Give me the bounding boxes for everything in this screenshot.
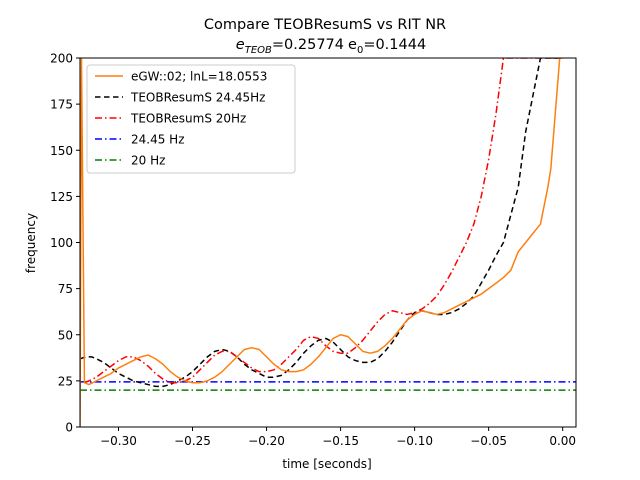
series-line-teobresums-24-45hz	[80, 58, 563, 388]
title-e-teob-value: =0.25774	[272, 37, 344, 53]
x-tick-label: 0.00	[549, 434, 576, 448]
title-e-teob-symbol: e	[236, 37, 245, 53]
title-e0-subscript: 0	[357, 45, 363, 56]
series-line-egw-02-lnl-18-0553	[80, 58, 563, 427]
title-e0-symbol: e	[348, 37, 357, 53]
title-e-teob-subscript: TEOB	[245, 45, 272, 56]
y-axis-label: frequency	[24, 213, 38, 273]
x-tick-label: −0.10	[396, 434, 433, 448]
legend-label-egw-02-lnl-18-0553: eGW::02; lnL=18.0553	[131, 70, 267, 84]
x-tick-label: −0.30	[100, 434, 137, 448]
title-e0-value: =0.1444	[363, 37, 426, 53]
legend-label-24-45-hz: 24.45 Hz	[131, 133, 185, 147]
y-tick-label: 100	[50, 236, 73, 250]
chart-title-line1: Compare TEOBResumS vs RIT NR	[204, 17, 446, 33]
y-tick-label: 75	[58, 282, 73, 296]
y-tick-label: 150	[50, 144, 73, 158]
legend-frame	[86, 64, 296, 174]
y-tick-label: 125	[50, 190, 73, 204]
x-tick-label: −0.05	[470, 434, 507, 448]
x-axis-label: time [seconds]	[282, 457, 371, 471]
x-tick-label: −0.25	[174, 434, 211, 448]
x-tick-label: −0.20	[248, 434, 285, 448]
series-line-teobresums-20hz	[84, 58, 563, 384]
series-layer	[80, 58, 576, 427]
chart-title-line2: eTEOB=0.25774 e0=0.1444	[236, 37, 426, 56]
legend-label-20-hz: 20 Hz	[131, 154, 165, 168]
y-tick-label: 200	[50, 52, 73, 66]
x-tick-label: −0.15	[322, 434, 359, 448]
legend-label-teobresums-20hz: TEOBResumS 20Hz	[130, 112, 246, 126]
y-tick-label: 25	[58, 374, 73, 388]
axis-ticks: −0.30 −0.25 −0.20 −0.15 −0.10 −0.05 0.00 0 25 50 7…	[50, 52, 576, 449]
legend-label-teobresums-24-45hz: TEOBResumS 24.45Hz	[130, 91, 265, 105]
y-tick-label: 175	[50, 98, 73, 112]
y-tick-label: 0	[65, 421, 73, 435]
y-tick-label: 50	[58, 328, 73, 342]
